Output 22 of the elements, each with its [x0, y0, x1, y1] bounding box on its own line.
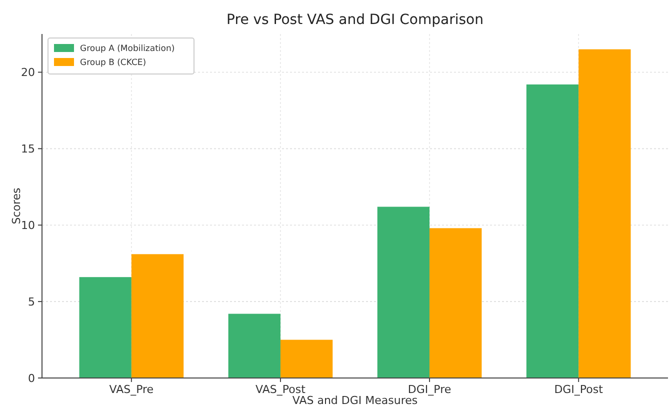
chart-title: Pre vs Post VAS and DGI Comparison: [226, 12, 484, 28]
legend-label: Group A (Mobilization): [80, 44, 175, 54]
bar: [578, 49, 631, 378]
y-tick-label: 10: [21, 218, 35, 232]
y-tick-label: 5: [28, 295, 35, 308]
x-tick-label: VAS_Pre: [109, 383, 154, 396]
bar: [228, 314, 280, 378]
bar: [131, 254, 184, 378]
x-tick-label: VAS_Post: [256, 383, 306, 396]
bar: [430, 228, 482, 378]
bar: [377, 206, 430, 378]
x-tick-label: DGI_Pre: [408, 383, 452, 396]
bar: [526, 84, 579, 378]
bar: [79, 277, 132, 378]
x-tick-label: DGI_Post: [554, 383, 604, 396]
y-tick-label: 20: [21, 66, 35, 80]
y-tick-label: 0: [28, 372, 35, 385]
bar: [280, 340, 333, 378]
y-tick-label: 15: [21, 142, 35, 156]
y-axis-title: Scores: [10, 187, 23, 224]
x-axis-title: VAS and DGI Measures: [292, 394, 418, 406]
legend-label: Group B (CKCE): [80, 58, 146, 68]
